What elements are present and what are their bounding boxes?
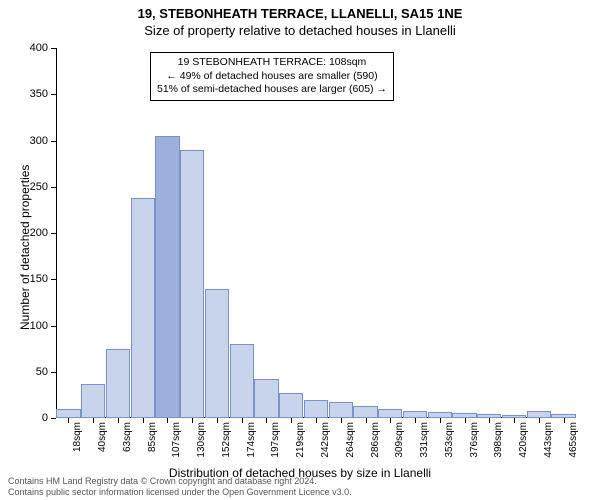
histogram-bar (403, 411, 427, 418)
ytick-label: 200 (30, 227, 48, 239)
ytick-label: 150 (30, 273, 48, 285)
page-title: 19, STEBONHEATH TERRACE, LLANELLI, SA15 … (0, 0, 600, 21)
xtick-label: 353sqm (444, 422, 455, 462)
xtick-label: 398sqm (493, 422, 504, 462)
xtick-label: 107sqm (171, 422, 182, 462)
ytick-label: 100 (30, 320, 48, 332)
footer-line-2: Contains public sector information licen… (8, 487, 352, 498)
histogram-bar (378, 409, 402, 418)
footer-attribution: Contains HM Land Registry data © Crown c… (8, 476, 352, 498)
xtick-label: 18sqm (72, 422, 83, 462)
annotation-box: 19 STEBONHEATH TERRACE: 108sqm← 49% of d… (150, 52, 394, 101)
ytick-label: 350 (30, 88, 48, 100)
page-subtitle: Size of property relative to detached ho… (0, 21, 600, 38)
histogram-bar (254, 379, 278, 418)
histogram-bar (106, 349, 130, 418)
histogram-bar (329, 402, 353, 418)
annotation-line: 51% of semi-detached houses are larger (… (157, 83, 387, 97)
histogram-bar (205, 289, 229, 419)
histogram-bar (56, 409, 80, 418)
histogram-bar (131, 198, 155, 418)
histogram-bar (304, 400, 328, 419)
ytick-label: 250 (30, 181, 48, 193)
xtick-label: 174sqm (246, 422, 257, 462)
xtick-label: 309sqm (394, 422, 405, 462)
xtick-label: 286sqm (370, 422, 381, 462)
ytick-label: 300 (30, 135, 48, 147)
xtick-label: 264sqm (345, 422, 356, 462)
histogram-bar (81, 384, 105, 418)
xtick-label: 85sqm (147, 422, 158, 462)
footer-line-1: Contains HM Land Registry data © Crown c… (8, 476, 352, 487)
ytick-label: 50 (36, 366, 48, 378)
xtick-label: 443sqm (543, 422, 554, 462)
ytick-label: 0 (42, 412, 48, 424)
annotation-line: 19 STEBONHEATH TERRACE: 108sqm (157, 56, 387, 70)
xtick-label: 130sqm (196, 422, 207, 462)
xtick-label: 219sqm (295, 422, 306, 462)
histogram-bar (155, 136, 179, 418)
histogram-bar (527, 411, 551, 418)
ytick-label: 400 (30, 42, 48, 54)
xtick-label: 197sqm (270, 422, 281, 462)
xtick-label: 465sqm (568, 422, 579, 462)
annotation-line: ← 49% of detached houses are smaller (59… (157, 70, 387, 84)
histogram-bar (230, 344, 254, 418)
xtick-label: 331sqm (419, 422, 430, 462)
chart-plot-area: 05010015020025030035040018sqm40sqm63sqm8… (56, 48, 576, 418)
xtick-label: 152sqm (221, 422, 232, 462)
xtick-label: 376sqm (469, 422, 480, 462)
xtick-label: 420sqm (518, 422, 529, 462)
histogram-bar (353, 406, 377, 418)
xtick-label: 40sqm (97, 422, 108, 462)
xtick-label: 63sqm (122, 422, 133, 462)
histogram-bar (180, 150, 204, 418)
histogram-bar (279, 393, 303, 418)
xtick-label: 242sqm (320, 422, 331, 462)
